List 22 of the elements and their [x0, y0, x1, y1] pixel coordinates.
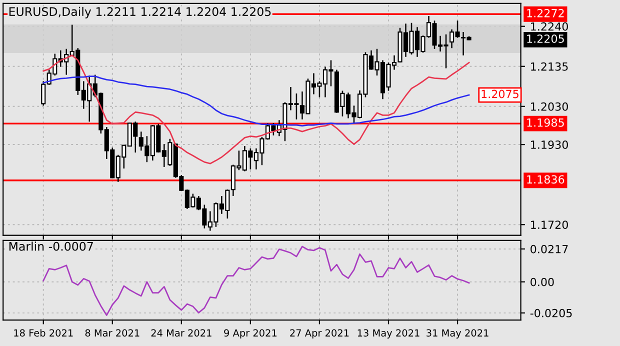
- y-tick-label: 1.1720: [531, 220, 568, 229]
- ref-line-label: 1.1985: [527, 118, 564, 127]
- chart-title: Marlin -0.0007: [9, 242, 93, 251]
- x-tick-label: 9 Apr 2021: [224, 329, 277, 338]
- y-tick-label: 0.00: [530, 278, 554, 286]
- x-tick-label: 13 May 2021: [358, 329, 420, 338]
- text: 1.2075: [482, 90, 518, 98]
- x-tick-label: 31 May 2021: [426, 329, 488, 338]
- x-tick-label: 8 Mar 2021: [85, 329, 140, 337]
- chart-title: EURUSD,Daily 1.2211 1.2214 1.2204 1.2205: [9, 6, 271, 18]
- y-tick-label: 1.2030: [531, 102, 568, 111]
- ref-line-label: 1.1836: [527, 175, 564, 184]
- y-tick-label: 0.0217: [530, 244, 568, 254]
- y-tick-label: -0.0205: [530, 308, 572, 318]
- x-tick-label: 27 Apr 2021: [290, 329, 349, 338]
- x-tick-label: 24 Mar 2021: [151, 329, 212, 337]
- text: 1.2205: [527, 34, 564, 43]
- y-tick-label: 1.2135: [531, 62, 568, 71]
- y-tick-label: 1.2240: [531, 22, 568, 31]
- ref-line-label: 1.2272: [527, 8, 564, 18]
- y-tick-label: 1.1930: [531, 140, 568, 149]
- x-tick-label: 18 Feb 2021: [14, 329, 73, 337]
